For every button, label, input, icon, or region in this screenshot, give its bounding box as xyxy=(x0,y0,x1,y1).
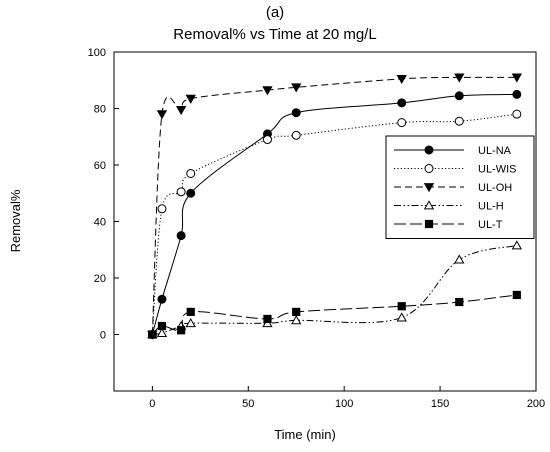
data-point xyxy=(397,118,407,128)
legend-label: UL-T xyxy=(478,219,503,231)
data-point xyxy=(511,240,522,250)
legend-label: UL-NA xyxy=(478,145,512,157)
data-point xyxy=(262,135,272,145)
legend-item: UL-NA xyxy=(394,145,512,157)
series-line xyxy=(151,76,517,335)
x-tick-label: 100 xyxy=(335,398,353,410)
data-point xyxy=(175,106,187,116)
y-tick-label: 60 xyxy=(94,160,106,172)
data-point xyxy=(454,254,465,264)
data-point xyxy=(291,315,302,325)
data-point xyxy=(396,74,407,85)
data-point xyxy=(186,168,196,178)
legend: UL-NA UL-WIS UL-OH UL-H UL-T xyxy=(385,135,535,239)
legend-item: UL-WIS xyxy=(394,164,517,176)
series-line xyxy=(152,245,517,335)
data-point xyxy=(263,314,272,324)
data-point xyxy=(397,302,406,311)
data-point xyxy=(291,130,301,140)
legend-label: UL-H xyxy=(478,201,504,213)
legend-marker xyxy=(424,145,434,155)
data-point xyxy=(512,109,522,119)
data-point xyxy=(291,83,302,93)
data-point xyxy=(262,86,273,96)
y-axis-label: Removal% xyxy=(8,189,23,252)
legend-marker xyxy=(423,183,435,193)
data-point xyxy=(454,73,465,83)
data-point xyxy=(186,188,196,198)
legend-item: UL-H xyxy=(394,200,504,213)
x-tick-label: 0 xyxy=(149,398,155,410)
data-point xyxy=(397,98,407,108)
legend-marker xyxy=(424,219,434,229)
y-tick-label: 100 xyxy=(88,47,106,59)
data-point xyxy=(176,231,186,241)
data-point xyxy=(455,297,464,307)
series-ul-wis xyxy=(147,109,522,339)
legend-marker xyxy=(423,200,435,210)
y-tick-label: 40 xyxy=(94,217,106,229)
chart-title: Removal% vs Time at 20 mg/L xyxy=(173,26,376,43)
data-point xyxy=(156,110,168,120)
y-tick-label: 80 xyxy=(94,104,106,116)
data-point xyxy=(157,204,167,214)
data-point xyxy=(512,290,521,300)
data-point xyxy=(157,294,167,304)
data-point xyxy=(292,307,301,316)
data-point xyxy=(512,89,522,99)
legend-label: UL-WIS xyxy=(478,164,517,176)
data-point xyxy=(454,116,464,126)
data-point xyxy=(185,94,196,104)
series-ul-t xyxy=(148,290,521,339)
data-point xyxy=(176,187,186,197)
data-point xyxy=(186,307,195,316)
data-point xyxy=(148,330,157,339)
series-group xyxy=(147,73,522,340)
data-point xyxy=(156,327,168,337)
x-tick-label: 50 xyxy=(242,398,254,410)
data-point xyxy=(454,91,464,101)
data-point xyxy=(177,326,186,335)
legend-item: UL-OH xyxy=(394,182,512,194)
x-axis-label: Time (min) xyxy=(274,427,336,442)
legend-label: UL-OH xyxy=(478,182,512,194)
series-ul-h xyxy=(147,240,522,339)
legend-marker xyxy=(424,164,434,173)
data-point xyxy=(157,321,167,331)
y-tick-label: 20 xyxy=(94,273,106,285)
y-tick-label: 0 xyxy=(100,330,106,342)
x-tick-label: 150 xyxy=(431,398,449,410)
data-point xyxy=(291,108,301,118)
x-tick-label: 200 xyxy=(527,398,545,410)
data-point xyxy=(185,317,196,328)
data-point xyxy=(511,73,522,83)
legend-item: UL-T xyxy=(394,219,503,231)
axis-ticks: 0 50 100 150 200 0 20 40 60 80 100 xyxy=(88,47,546,410)
data-point xyxy=(396,312,407,322)
chart-subtitle: (a) xyxy=(266,4,284,21)
